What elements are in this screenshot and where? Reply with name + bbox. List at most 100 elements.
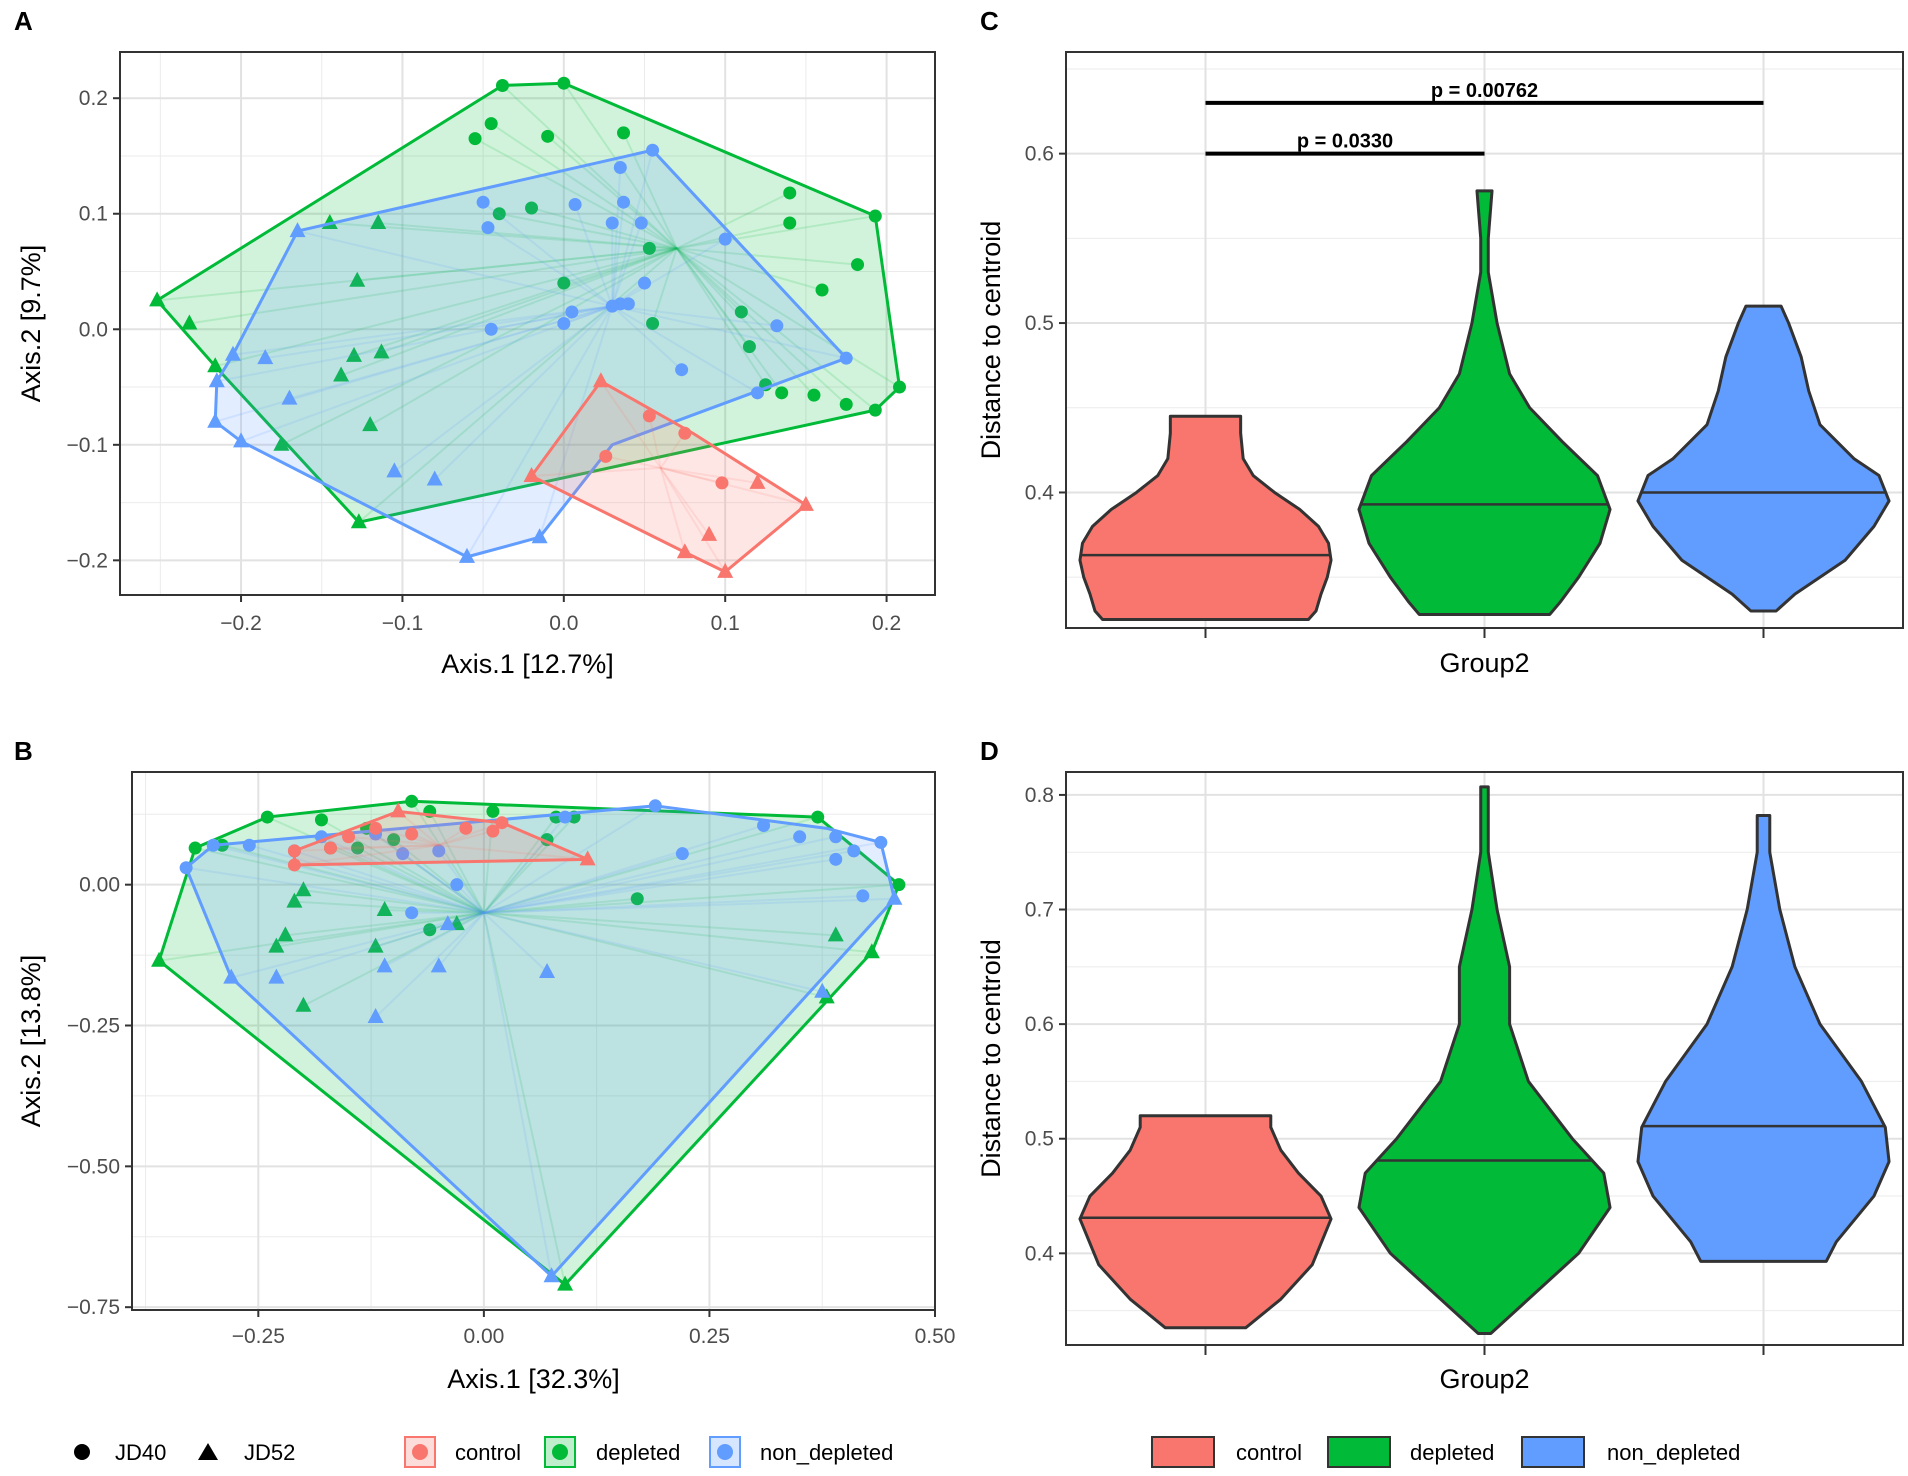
data-point-circle [646, 317, 660, 330]
spider-line [483, 838, 548, 914]
plot-background [120, 52, 935, 595]
spider-line [611, 167, 622, 307]
data-point-circle [405, 827, 419, 841]
x-tick-label: 0.0 [549, 612, 578, 635]
data-point-circle [868, 209, 882, 223]
series-control [523, 372, 814, 578]
data-point-triangle [333, 366, 350, 382]
spider-line [280, 247, 678, 446]
data-point-triangle [367, 1008, 384, 1024]
spider-line [547, 135, 678, 250]
data-point-circle [206, 838, 220, 852]
data-point-circle [874, 835, 888, 849]
data-point-circle [568, 198, 582, 212]
x-axis-title: Group2 [1439, 1364, 1529, 1394]
data-point-triangle [151, 951, 168, 967]
spider-line [612, 305, 847, 360]
y-tick-label: 0.7 [1025, 899, 1054, 922]
data-point-circle [630, 892, 644, 906]
data-point-triangle [208, 372, 225, 388]
data-point-circle [605, 216, 619, 230]
panel-b-pcoa: −0.25 0.00 0.25 0.50 0.00 −0.25 −0.50 −0.75 Axis… [16, 771, 955, 1394]
data-point-circle [405, 906, 419, 920]
data-point-circle [351, 841, 365, 855]
spider-line [381, 247, 678, 354]
data-point-triangle [592, 372, 609, 388]
data-point-circle [839, 397, 853, 411]
data-point-triangle [207, 412, 224, 428]
data-point-circle [775, 386, 789, 400]
data-point-triangle [886, 889, 903, 905]
x-tick-label: −0.2 [220, 612, 261, 635]
legend-circle-shape [74, 1444, 90, 1460]
data-point-triangle [376, 901, 393, 917]
data-point-circle [242, 838, 256, 852]
p-value-label: p = 0.0330 [1297, 131, 1393, 153]
spider-line [456, 911, 485, 926]
data-point-triangle [543, 1267, 560, 1283]
spider-line [611, 149, 654, 307]
y-tick-label: 0.00 [79, 874, 120, 897]
data-point-circle [757, 819, 771, 833]
y-tick-label: −0.2 [67, 549, 108, 572]
y-tick-label: 0.0 [79, 318, 108, 341]
spider-line [438, 844, 588, 861]
data-point-circle [892, 380, 906, 394]
spider-line [482, 912, 553, 1277]
y-tick-label: −0.50 [67, 1155, 120, 1178]
spider-line [483, 858, 836, 914]
spider-line [482, 201, 613, 307]
spider-line [483, 883, 899, 914]
violin-depleted [1357, 189, 1612, 616]
data-point-triangle [268, 937, 285, 953]
spider-line [675, 247, 783, 394]
data-point-circle [599, 449, 613, 463]
spider-line [265, 305, 613, 360]
spider-line [157, 247, 677, 302]
legend-left: JD40 JD52 control depleted non_depleted [74, 1436, 893, 1468]
spider-line [434, 305, 613, 481]
data-point-circle [557, 276, 571, 290]
plot-frame [131, 771, 936, 1311]
violin-non-depleted [1636, 814, 1891, 1263]
spider-line [466, 305, 614, 558]
spider-line [189, 247, 677, 325]
data-point-circle [892, 878, 906, 892]
spider-line [676, 247, 901, 388]
spider-line [321, 835, 485, 914]
y-tick-label: −0.75 [67, 1296, 120, 1319]
spider-line [230, 911, 485, 979]
spider-line [437, 912, 485, 968]
spider-line [483, 816, 818, 914]
spider-line [378, 221, 677, 250]
data-point-circle [396, 847, 410, 861]
spider-line [659, 467, 727, 573]
spider-line [487, 226, 613, 308]
spider-line [158, 911, 485, 962]
x-axis-title: Group2 [1439, 648, 1529, 678]
data-point-triangle [717, 562, 734, 578]
panel-label-a: A [14, 6, 33, 36]
data-point-circle [678, 426, 692, 440]
spider-line [483, 816, 557, 914]
y-axis-title: Distance to centroid [976, 221, 1006, 460]
data-point-triangle [268, 968, 285, 984]
legend-label-non-depleted: non_depleted [1607, 1440, 1740, 1465]
violin-non-depleted [1636, 304, 1891, 613]
data-point-triangle [458, 547, 475, 563]
data-point-circle [613, 161, 627, 175]
spider-line [483, 835, 836, 914]
data-point-circle [260, 810, 274, 824]
y-tick-label: 0.6 [1025, 143, 1054, 166]
spider-line [483, 841, 882, 914]
data-point-triangle [390, 802, 407, 818]
data-point-circle [675, 847, 689, 861]
spider-line [611, 238, 726, 308]
panel-label-c: C [980, 6, 999, 36]
data-point-triangle [749, 473, 766, 489]
spider-line [483, 911, 827, 999]
spider-line [659, 467, 686, 553]
data-point-triangle [370, 213, 387, 229]
spider-line [294, 900, 484, 914]
plot-frame [119, 51, 936, 596]
